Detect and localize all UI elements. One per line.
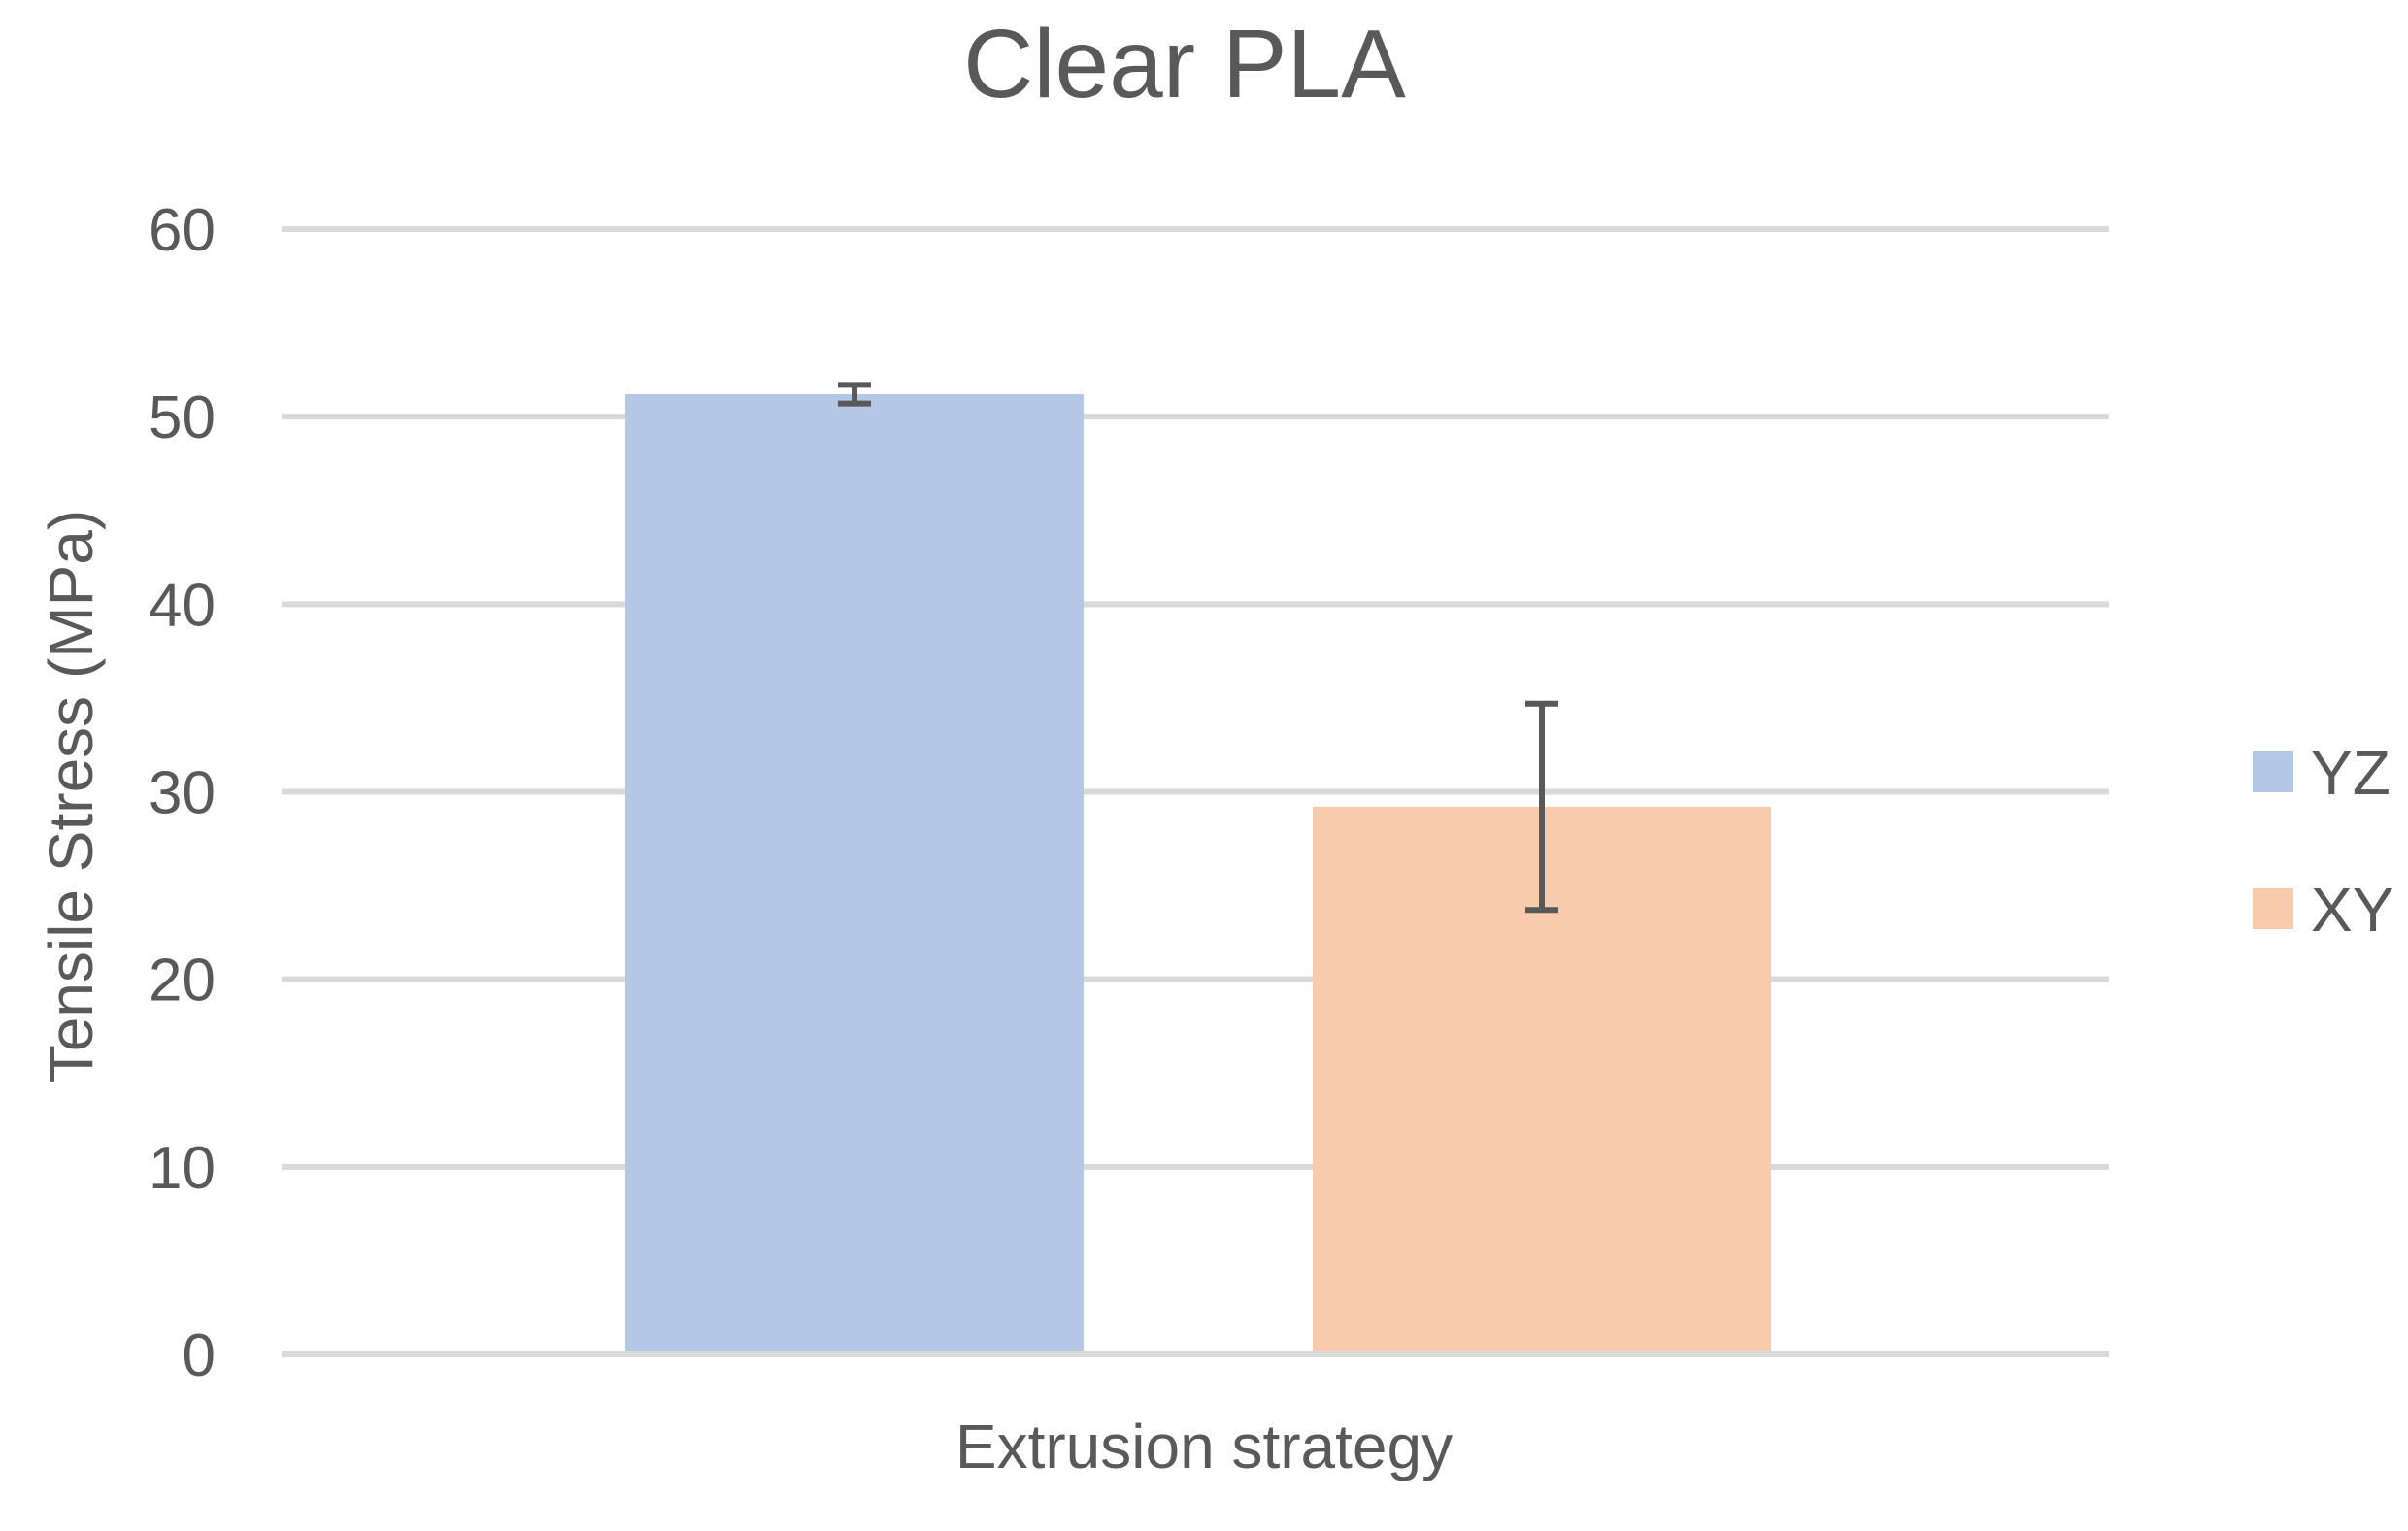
legend-swatch [2253,888,2293,929]
y-tick-label: 10 [149,1135,216,1202]
y-tick-label: 60 [149,197,216,264]
error-bars [838,382,1558,914]
legend: YZ XY [2253,738,2393,945]
bar-yz [625,393,1084,1351]
legend-label: XY [2311,875,2393,945]
legend-item-xy: XY [2253,875,2393,945]
y-tick-label: 0 [183,1322,216,1389]
y-tick-label: 50 [149,384,216,451]
error-bar-xy [1525,700,1558,914]
x-axis-label: Extrusion strategy [955,1412,1453,1481]
gridlines [282,226,2109,1357]
y-tick-label: 30 [149,760,216,827]
y-tick-label: 20 [149,948,216,1015]
legend-swatch [2253,751,2293,792]
y-axis-label: Tensile Stress (MPa) [36,510,106,1082]
legend-item-yz: YZ [2253,738,2391,808]
error-bar-yz [838,382,871,407]
y-axis-ticks: 0 10 20 30 40 50 60 [149,197,216,1389]
legend-label: YZ [2311,738,2391,808]
y-tick-label: 40 [149,572,216,639]
bars [625,393,1771,1351]
chart-title: Clear PLA [963,10,1406,118]
